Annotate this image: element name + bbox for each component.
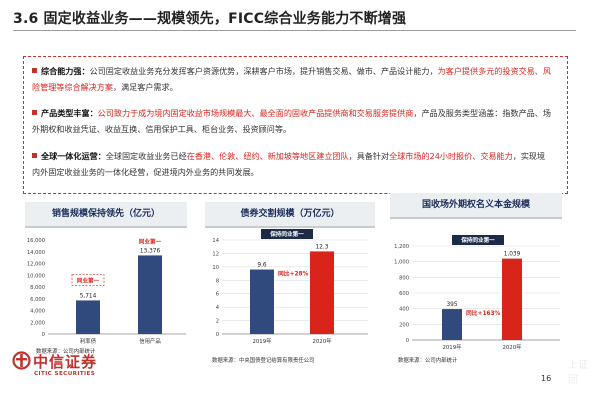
y-tick-label: 6 bbox=[216, 292, 219, 298]
paragraph-label: 产品类型丰富： bbox=[41, 108, 98, 118]
bullet-square-icon bbox=[32, 68, 37, 73]
bar bbox=[76, 300, 100, 334]
source-note: 数据来源：公司内部统计 bbox=[36, 349, 96, 355]
paragraph-products: 产品类型丰富：公司致力于成为境内固定收益市场规模最大、最全面的固收产品提供商和交… bbox=[32, 105, 552, 137]
y-tick-label: 12 bbox=[212, 251, 219, 257]
corner-watermark: 上证回 bbox=[568, 360, 588, 386]
y-tick-label: 14 bbox=[212, 238, 219, 244]
y-tick-label: 8,000 bbox=[30, 285, 45, 291]
y-tick-label: 4 bbox=[216, 305, 220, 311]
highlight-text: 在香港、伦敦、纽约、新加坡等地区建立团队 bbox=[186, 151, 349, 161]
body-text: 全球固定收益业务已经 bbox=[105, 151, 187, 161]
y-tick-label: 400 bbox=[399, 307, 409, 313]
y-tick-label: 4,000 bbox=[30, 309, 45, 315]
paragraph-comprehensive: 综合能力强：公司固定收益业务充分发挥客户资源优势，深耕客户市场，提升销售交易、做… bbox=[32, 63, 552, 95]
annotation: 同业第一 bbox=[139, 237, 162, 245]
annotation: 保持同业第一 bbox=[460, 236, 495, 244]
paragraph-label: 全球一体化运营： bbox=[41, 151, 106, 161]
annotation: 同比+28% bbox=[278, 270, 309, 278]
data-label: 9.6 bbox=[257, 263, 267, 269]
x-tick-label: 2020年 bbox=[502, 343, 522, 351]
y-tick-label: 0 bbox=[406, 338, 409, 344]
y-tick-label: 2,000 bbox=[30, 320, 45, 326]
bar bbox=[250, 269, 274, 334]
y-tick-label: 10,000 bbox=[27, 273, 45, 279]
y-tick-label: 12,000 bbox=[27, 262, 45, 268]
y-tick-label: 0 bbox=[216, 332, 219, 338]
bullet-square-icon bbox=[32, 153, 37, 158]
annotation: 同业第一 bbox=[77, 276, 100, 284]
data-label: 12.3 bbox=[316, 244, 329, 250]
x-tick-label: 利率债 bbox=[80, 337, 97, 345]
y-tick-label: 10 bbox=[212, 265, 219, 271]
x-tick-label: 2019年 bbox=[442, 343, 462, 351]
y-tick-label: 6,000 bbox=[30, 297, 45, 303]
title-divider bbox=[13, 30, 576, 31]
bar bbox=[502, 258, 522, 340]
body-text: ，满足客户需求。 bbox=[112, 82, 178, 92]
data-label: 1,039 bbox=[504, 252, 521, 258]
annotation-tag bbox=[452, 235, 504, 245]
logo-text-en: CITIC SECURITIES bbox=[34, 371, 96, 377]
annotation-tag bbox=[261, 229, 313, 239]
y-tick-label: 2 bbox=[216, 319, 219, 325]
source-note: 数据来源：中央国债登记结算有限责任公司 bbox=[212, 358, 315, 364]
panel-title-settlement: 债券交割规模（万亿元） bbox=[205, 202, 375, 228]
highlight-text: 全球市场的24小时报价、交易能力 bbox=[389, 151, 513, 161]
chart-sales: 0 2,000 4,000 6,000 8,000 10,000 12,000 14,000 1… bbox=[27, 237, 186, 345]
bullet-square-icon bbox=[32, 110, 37, 115]
y-tick-label: 1,000 bbox=[394, 260, 409, 266]
annotation-box bbox=[71, 274, 105, 286]
y-tick-label: 600 bbox=[399, 291, 409, 297]
paragraph-global: 全球一体化运营：全球固定收益业务已经在香港、伦敦、纽约、新加坡等地区建立团队，具… bbox=[32, 148, 552, 180]
y-tick-label: 8 bbox=[216, 278, 219, 284]
page-number: 16 bbox=[541, 374, 552, 383]
page-title: 3.6 固定收益业务——规模领先，FICC综合业务能力不断增强 bbox=[13, 11, 407, 27]
highlights-box bbox=[23, 56, 568, 194]
annotation: 同比+163% bbox=[466, 309, 501, 317]
chart-otc-options: 0 200 400 600 800 1,000 1,200 395 2019年 1,039 2020… bbox=[394, 235, 560, 351]
x-tick-label: 信用产品 bbox=[139, 337, 161, 345]
data-label: 13,376 bbox=[140, 248, 161, 254]
body-text: ，产品及服务类型涵盖：指数产品、场外期权和收益凭证、收益互换、信用保护工具、柜台… bbox=[32, 108, 551, 134]
bar bbox=[442, 309, 462, 340]
body-text: 公司固定收益业务充分发挥客户资源优势，深耕客户市场，提升销售交易、做市、产品设计… bbox=[89, 66, 438, 76]
y-tick-label: 200 bbox=[399, 322, 409, 328]
y-tick-label: 1,200 bbox=[394, 244, 409, 250]
bar bbox=[138, 255, 162, 334]
logo-text-cn: 中信证券 bbox=[33, 353, 98, 371]
data-label: 395 bbox=[446, 302, 457, 308]
x-tick-label: 2020年 bbox=[312, 337, 332, 345]
y-tick-label: 16,000 bbox=[27, 238, 45, 244]
source-note: 数据来源：公司内部统计 bbox=[398, 358, 458, 364]
body-text: ，具备针对 bbox=[348, 151, 390, 161]
x-tick-label: 2019年 bbox=[252, 337, 272, 345]
panel-title-sales: 销售规模保持领先（亿元） bbox=[25, 202, 187, 228]
y-tick-label: 800 bbox=[399, 275, 409, 281]
highlight-text: 为客户提供多元的投资交易、风险管理等综合解决方案 bbox=[32, 66, 551, 92]
data-label: 5,714 bbox=[80, 293, 97, 299]
y-tick-label: 14,000 bbox=[27, 250, 45, 256]
paragraph-label: 综合能力强： bbox=[41, 66, 90, 76]
annotation: 保持同业第一 bbox=[269, 230, 304, 238]
bar bbox=[310, 251, 334, 334]
panel-title-otc-options: 国收场外期权名义本金规模 bbox=[390, 193, 562, 219]
body-text: ，实现境内外固定收益业务的一体化经营，促进境内外业务的共同发展。 bbox=[32, 151, 546, 177]
y-tick-label: 0 bbox=[42, 332, 45, 338]
highlight-text: 公司致力于成为境内固定收益市场规模最大、最全面的固收产品提供商和交易服务提供商 bbox=[97, 108, 414, 118]
citic-logo-icon bbox=[12, 351, 31, 370]
